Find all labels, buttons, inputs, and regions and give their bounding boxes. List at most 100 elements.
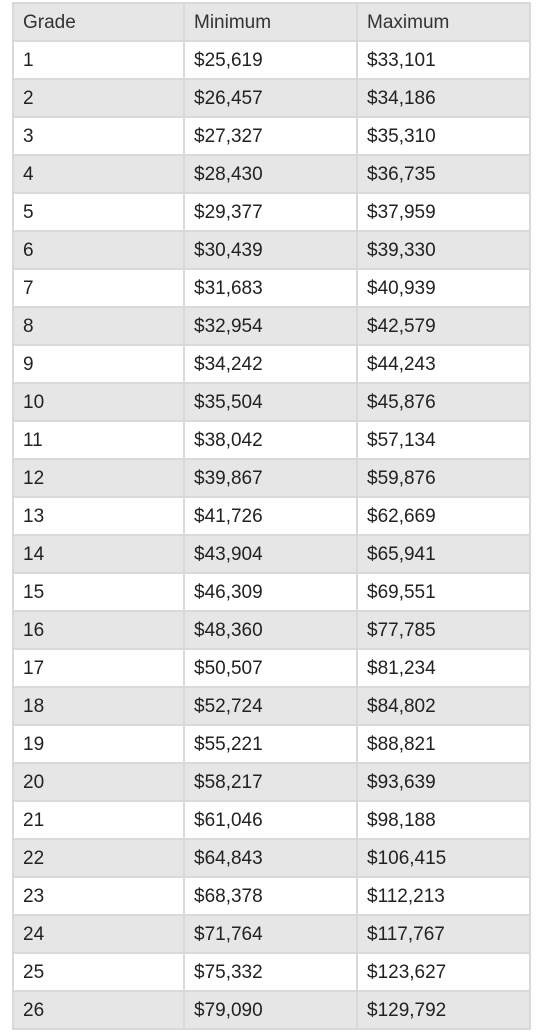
table-row: 10 $35,504 $45,876 xyxy=(12,382,531,422)
grade-cell: 25 xyxy=(12,952,185,992)
grade-cell: 17 xyxy=(12,648,185,688)
table-row: 19 $55,221 $88,821 xyxy=(12,724,531,764)
header-row: Grade Minimum Maximum xyxy=(12,2,531,42)
maximum-cell: $112,213 xyxy=(356,876,531,916)
grade-cell: 26 xyxy=(12,990,185,1030)
grade-cell: 7 xyxy=(12,268,185,308)
maximum-cell: $129,792 xyxy=(356,990,531,1030)
minimum-cell: $68,378 xyxy=(183,876,358,916)
minimum-cell: $25,619 xyxy=(183,40,358,80)
grade-cell: 19 xyxy=(12,724,185,764)
maximum-cell: $77,785 xyxy=(356,610,531,650)
table-row: 2 $26,457 $34,186 xyxy=(12,78,531,118)
minimum-cell: $71,764 xyxy=(183,914,358,954)
minimum-cell: $35,504 xyxy=(183,382,358,422)
minimum-cell: $50,507 xyxy=(183,648,358,688)
grade-cell: 23 xyxy=(12,876,185,916)
grade-cell: 15 xyxy=(12,572,185,612)
minimum-cell: $39,867 xyxy=(183,458,358,498)
minimum-cell: $31,683 xyxy=(183,268,358,308)
minimum-cell: $43,904 xyxy=(183,534,358,574)
header-minimum: Minimum xyxy=(183,2,358,42)
minimum-cell: $64,843 xyxy=(183,838,358,878)
minimum-cell: $79,090 xyxy=(183,990,358,1030)
maximum-cell: $33,101 xyxy=(356,40,531,80)
maximum-cell: $106,415 xyxy=(356,838,531,878)
table-row: 14 $43,904 $65,941 xyxy=(12,534,531,574)
table-row: 8 $32,954 $42,579 xyxy=(12,306,531,346)
table-body: 1 $25,619 $33,101 2 $26,457 $34,186 3 $27,327 $3… xyxy=(12,40,531,1030)
table-row: 26 $79,090 $129,792 xyxy=(12,990,531,1030)
minimum-cell: $48,360 xyxy=(183,610,358,650)
maximum-cell: $37,959 xyxy=(356,192,531,232)
grade-cell: 9 xyxy=(12,344,185,384)
grade-cell: 4 xyxy=(12,154,185,194)
grade-cell: 12 xyxy=(12,458,185,498)
table-row: 9 $34,242 $44,243 xyxy=(12,344,531,384)
table-row: 21 $61,046 $98,188 xyxy=(12,800,531,840)
table-row: 16 $48,360 $77,785 xyxy=(12,610,531,650)
grade-cell: 22 xyxy=(12,838,185,878)
header-grade: Grade xyxy=(12,2,185,42)
table-row: 1 $25,619 $33,101 xyxy=(12,40,531,80)
grade-cell: 11 xyxy=(12,420,185,460)
maximum-cell: $34,186 xyxy=(356,78,531,118)
maximum-cell: $40,939 xyxy=(356,268,531,308)
minimum-cell: $32,954 xyxy=(183,306,358,346)
grade-cell: 16 xyxy=(12,610,185,650)
minimum-cell: $41,726 xyxy=(183,496,358,536)
table-row: 15 $46,309 $69,551 xyxy=(12,572,531,612)
table-row: 18 $52,724 $84,802 xyxy=(12,686,531,726)
salary-grade-table: Grade Minimum Maximum 1 $25,619 $33,101 2 $2… xyxy=(12,2,531,1030)
grade-cell: 18 xyxy=(12,686,185,726)
minimum-cell: $46,309 xyxy=(183,572,358,612)
minimum-cell: $75,332 xyxy=(183,952,358,992)
maximum-cell: $36,735 xyxy=(356,154,531,194)
table-row: 6 $30,439 $39,330 xyxy=(12,230,531,270)
minimum-cell: $52,724 xyxy=(183,686,358,726)
grade-cell: 14 xyxy=(12,534,185,574)
maximum-cell: $39,330 xyxy=(356,230,531,270)
minimum-cell: $58,217 xyxy=(183,762,358,802)
maximum-cell: $84,802 xyxy=(356,686,531,726)
maximum-cell: $123,627 xyxy=(356,952,531,992)
minimum-cell: $27,327 xyxy=(183,116,358,156)
grade-cell: 21 xyxy=(12,800,185,840)
minimum-cell: $28,430 xyxy=(183,154,358,194)
maximum-cell: $117,767 xyxy=(356,914,531,954)
grade-cell: 8 xyxy=(12,306,185,346)
table-row: 4 $28,430 $36,735 xyxy=(12,154,531,194)
minimum-cell: $30,439 xyxy=(183,230,358,270)
maximum-cell: $88,821 xyxy=(356,724,531,764)
table-row: 23 $68,378 $112,213 xyxy=(12,876,531,916)
table-row: 17 $50,507 $81,234 xyxy=(12,648,531,688)
grade-cell: 20 xyxy=(12,762,185,802)
minimum-cell: $61,046 xyxy=(183,800,358,840)
table-row: 24 $71,764 $117,767 xyxy=(12,914,531,954)
grade-cell: 5 xyxy=(12,192,185,232)
minimum-cell: $38,042 xyxy=(183,420,358,460)
table-row: 7 $31,683 $40,939 xyxy=(12,268,531,308)
maximum-cell: $42,579 xyxy=(356,306,531,346)
minimum-cell: $55,221 xyxy=(183,724,358,764)
table-row: 25 $75,332 $123,627 xyxy=(12,952,531,992)
maximum-cell: $35,310 xyxy=(356,116,531,156)
grade-cell: 2 xyxy=(12,78,185,118)
grade-cell: 1 xyxy=(12,40,185,80)
table-row: 5 $29,377 $37,959 xyxy=(12,192,531,232)
maximum-cell: $44,243 xyxy=(356,344,531,384)
grade-cell: 6 xyxy=(12,230,185,270)
table-row: 20 $58,217 $93,639 xyxy=(12,762,531,802)
maximum-cell: $57,134 xyxy=(356,420,531,460)
table-header: Grade Minimum Maximum xyxy=(12,2,531,42)
maximum-cell: $65,941 xyxy=(356,534,531,574)
maximum-cell: $69,551 xyxy=(356,572,531,612)
maximum-cell: $81,234 xyxy=(356,648,531,688)
header-maximum: Maximum xyxy=(356,2,531,42)
maximum-cell: $98,188 xyxy=(356,800,531,840)
salary-grade-table-container: Grade Minimum Maximum 1 $25,619 $33,101 2 $2… xyxy=(12,2,531,1030)
grade-cell: 13 xyxy=(12,496,185,536)
minimum-cell: $29,377 xyxy=(183,192,358,232)
maximum-cell: $59,876 xyxy=(356,458,531,498)
maximum-cell: $62,669 xyxy=(356,496,531,536)
